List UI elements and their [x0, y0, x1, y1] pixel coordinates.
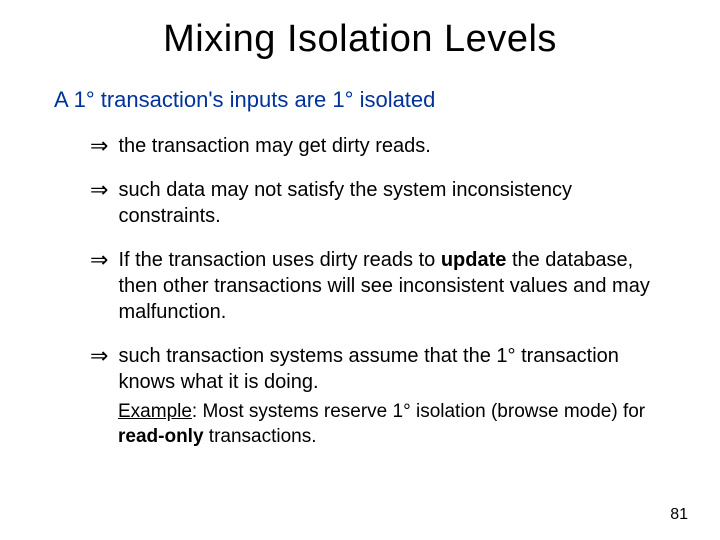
- lead-text-a: A 1: [54, 87, 86, 112]
- page-number: 81: [670, 506, 688, 524]
- lead-text-b: transaction's inputs are 1: [95, 87, 345, 112]
- arrow-icon: ⇒: [90, 247, 108, 273]
- arrow-icon: ⇒: [90, 177, 108, 203]
- text-part: such transaction systems assume that the…: [118, 345, 507, 367]
- bold-text: update: [441, 249, 507, 271]
- lead-text-c: isolated: [353, 87, 435, 112]
- example-text-d: transactions.: [204, 426, 317, 447]
- bullet-text: such transaction systems assume that the…: [118, 343, 670, 395]
- example-text-a: Most systems reserve 1: [202, 401, 403, 422]
- arrow-icon: ⇒: [90, 133, 108, 159]
- example-text-b: isolation (browse mode) for: [411, 401, 645, 422]
- example-sep: :: [192, 401, 203, 422]
- bullet-text: the transaction may get dirty reads.: [118, 133, 430, 159]
- list-item: ⇒ the transaction may get dirty reads.: [90, 133, 670, 159]
- bold-text: read-only: [118, 426, 204, 447]
- list-item: ⇒ such data may not satisfy the system i…: [90, 177, 670, 229]
- bullet-list: ⇒ the transaction may get dirty reads. ⇒…: [90, 133, 670, 395]
- bullet-text: such data may not satisfy the system inc…: [118, 177, 670, 229]
- degree-symbol: °: [508, 345, 516, 367]
- arrow-icon: ⇒: [90, 343, 108, 369]
- degree-symbol: °: [86, 87, 95, 112]
- list-item: ⇒ If the transaction uses dirty reads to…: [90, 247, 670, 325]
- text-part: If the transaction uses dirty reads to: [118, 249, 440, 271]
- degree-symbol: °: [403, 401, 411, 422]
- lead-line: A 1° transaction's inputs are 1° isolate…: [54, 87, 670, 113]
- slide-title: Mixing Isolation Levels: [50, 18, 670, 61]
- slide: Mixing Isolation Levels A 1° transaction…: [0, 0, 720, 540]
- bullet-text: If the transaction uses dirty reads to u…: [118, 247, 670, 325]
- example-label: Example: [118, 401, 192, 422]
- list-item: ⇒ such transaction systems assume that t…: [90, 343, 670, 395]
- example-block: Example: Most systems reserve 1° isolati…: [118, 399, 670, 449]
